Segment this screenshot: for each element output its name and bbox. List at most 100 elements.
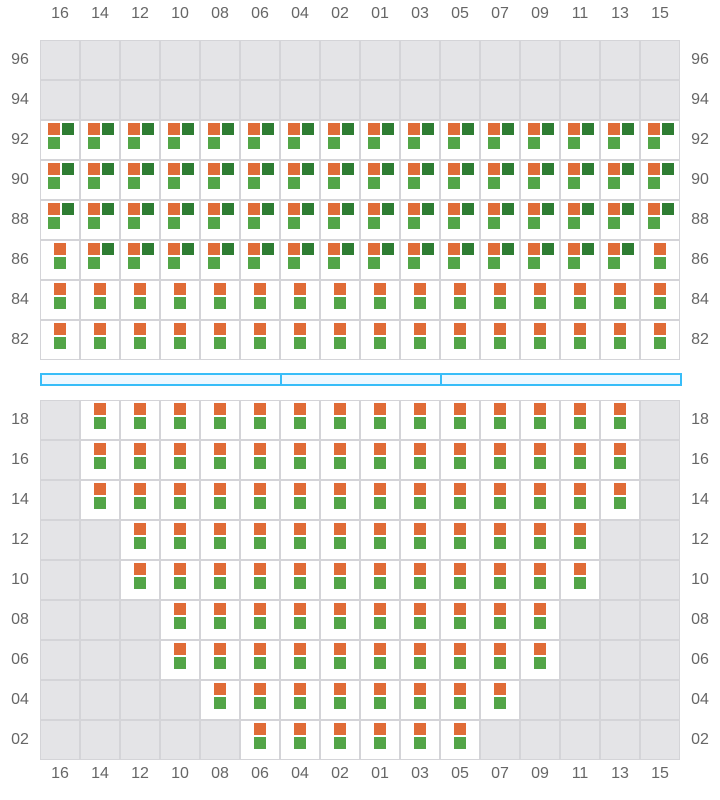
seat-cell[interactable] [200, 480, 240, 520]
seat-cell[interactable] [40, 240, 80, 280]
seat-cell[interactable] [480, 600, 520, 640]
seat-cell[interactable] [600, 240, 640, 280]
seat-cell[interactable] [160, 480, 200, 520]
seat-cell[interactable] [520, 240, 560, 280]
seat-cell[interactable] [200, 520, 240, 560]
seat-cell[interactable] [640, 320, 680, 360]
seat-cell[interactable] [120, 480, 160, 520]
seat-cell[interactable] [280, 320, 320, 360]
seat-cell[interactable] [160, 560, 200, 600]
seat-cell[interactable] [400, 400, 440, 440]
seat-cell[interactable] [200, 640, 240, 680]
seat-cell[interactable] [360, 400, 400, 440]
seat-cell[interactable] [280, 200, 320, 240]
seat-cell[interactable] [200, 440, 240, 480]
seat-cell[interactable] [320, 400, 360, 440]
seat-cell[interactable] [440, 200, 480, 240]
seat-cell[interactable] [240, 120, 280, 160]
seat-cell[interactable] [400, 480, 440, 520]
seat-cell[interactable] [200, 160, 240, 200]
seat-cell[interactable] [120, 200, 160, 240]
seat-cell[interactable] [600, 480, 640, 520]
seat-cell[interactable] [320, 160, 360, 200]
seat-cell[interactable] [360, 440, 400, 480]
seat-cell[interactable] [40, 160, 80, 200]
seat-cell[interactable] [480, 240, 520, 280]
seat-cell[interactable] [80, 280, 120, 320]
seat-cell[interactable] [440, 720, 480, 760]
seat-cell[interactable] [480, 520, 520, 560]
seat-cell[interactable] [360, 560, 400, 600]
seat-cell[interactable] [360, 200, 400, 240]
seat-cell[interactable] [360, 680, 400, 720]
seat-cell[interactable] [480, 440, 520, 480]
seat-cell[interactable] [320, 440, 360, 480]
seat-cell[interactable] [160, 280, 200, 320]
seat-cell[interactable] [320, 680, 360, 720]
seat-cell[interactable] [120, 440, 160, 480]
seat-cell[interactable] [200, 240, 240, 280]
seat-cell[interactable] [80, 160, 120, 200]
seat-cell[interactable] [560, 120, 600, 160]
seat-cell[interactable] [400, 720, 440, 760]
seat-cell[interactable] [480, 640, 520, 680]
seat-cell[interactable] [320, 320, 360, 360]
seat-cell[interactable] [160, 600, 200, 640]
seat-cell[interactable] [440, 560, 480, 600]
seat-cell[interactable] [160, 320, 200, 360]
seat-cell[interactable] [600, 200, 640, 240]
seat-cell[interactable] [200, 320, 240, 360]
seat-cell[interactable] [400, 320, 440, 360]
seat-cell[interactable] [160, 160, 200, 200]
seat-cell[interactable] [280, 160, 320, 200]
seat-cell[interactable] [80, 440, 120, 480]
seat-cell[interactable] [440, 640, 480, 680]
seat-cell[interactable] [80, 120, 120, 160]
seat-cell[interactable] [520, 200, 560, 240]
seat-cell[interactable] [320, 600, 360, 640]
seat-cell[interactable] [200, 600, 240, 640]
seat-cell[interactable] [520, 480, 560, 520]
seat-cell[interactable] [560, 560, 600, 600]
seat-cell[interactable] [280, 720, 320, 760]
seat-cell[interactable] [240, 320, 280, 360]
seat-cell[interactable] [440, 480, 480, 520]
seat-cell[interactable] [320, 200, 360, 240]
seat-cell[interactable] [240, 280, 280, 320]
seat-cell[interactable] [320, 720, 360, 760]
seat-cell[interactable] [440, 240, 480, 280]
seat-cell[interactable] [240, 720, 280, 760]
seat-cell[interactable] [480, 200, 520, 240]
seat-cell[interactable] [440, 680, 480, 720]
seat-cell[interactable] [640, 120, 680, 160]
seat-cell[interactable] [360, 640, 400, 680]
seat-cell[interactable] [400, 600, 440, 640]
seat-cell[interactable] [520, 640, 560, 680]
seat-cell[interactable] [320, 560, 360, 600]
seat-cell[interactable] [280, 400, 320, 440]
seat-cell[interactable] [200, 200, 240, 240]
seat-cell[interactable] [360, 240, 400, 280]
seat-cell[interactable] [200, 280, 240, 320]
seat-cell[interactable] [240, 560, 280, 600]
seat-cell[interactable] [480, 120, 520, 160]
seat-cell[interactable] [240, 400, 280, 440]
seat-cell[interactable] [520, 160, 560, 200]
seat-cell[interactable] [640, 200, 680, 240]
seat-cell[interactable] [480, 560, 520, 600]
seat-cell[interactable] [320, 520, 360, 560]
seat-cell[interactable] [400, 200, 440, 240]
seat-cell[interactable] [400, 280, 440, 320]
seat-cell[interactable] [240, 240, 280, 280]
seat-cell[interactable] [440, 320, 480, 360]
seat-cell[interactable] [80, 480, 120, 520]
seat-cell[interactable] [520, 600, 560, 640]
seat-cell[interactable] [520, 280, 560, 320]
seat-cell[interactable] [400, 560, 440, 600]
seat-cell[interactable] [120, 560, 160, 600]
seat-cell[interactable] [80, 200, 120, 240]
seat-cell[interactable] [600, 320, 640, 360]
seat-cell[interactable] [520, 120, 560, 160]
seat-cell[interactable] [440, 160, 480, 200]
seat-cell[interactable] [360, 320, 400, 360]
